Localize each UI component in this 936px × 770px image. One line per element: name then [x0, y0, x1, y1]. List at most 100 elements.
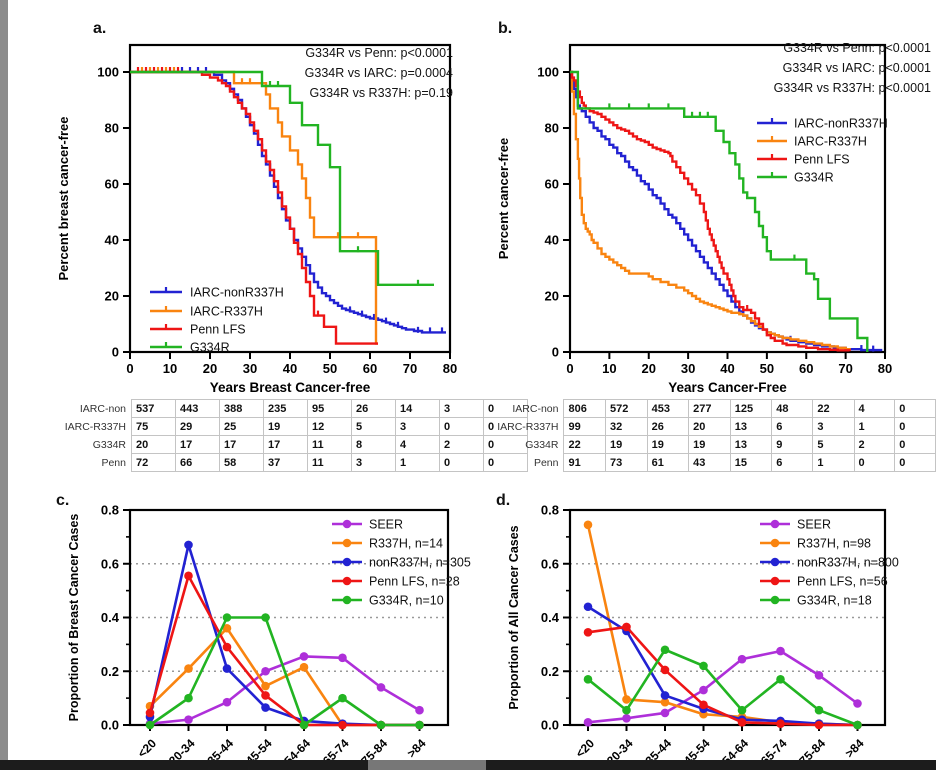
svg-text:Proportion of All Cancer Cases: Proportion of All Cancer Cases	[507, 525, 521, 709]
risk-count-cell: 0	[853, 453, 896, 472]
risk-count-cell: 32	[605, 417, 648, 436]
svg-text:0.8: 0.8	[101, 503, 119, 518]
table-row: IARC-R337H 99 32 26 20 13 6 3 1 0	[452, 417, 936, 436]
risk-count-cell: 806	[563, 399, 607, 418]
svg-text:Years Cancer-Free: Years Cancer-Free	[668, 380, 787, 395]
risk-table-b: IARC-non 806 572 453 277 125 48 22 4 0 IARC-R337H 9…	[452, 399, 936, 472]
svg-text:40: 40	[283, 361, 297, 376]
svg-text:SEER: SEER	[369, 518, 403, 532]
risk-count-cell: 17	[219, 435, 264, 454]
risk-row-label: Penn	[533, 456, 559, 469]
risk-count-cell: 26	[646, 417, 690, 436]
svg-text:0.2: 0.2	[101, 664, 119, 679]
svg-text:0.6: 0.6	[541, 556, 559, 571]
risk-count-cell: 1	[853, 417, 896, 436]
risk-count-cell: 20	[688, 417, 731, 436]
risk-count-cell: 6	[771, 453, 814, 472]
svg-text:Penn LFS, n=56: Penn LFS, n=56	[797, 575, 888, 589]
risk-row-label: IARC-R337H	[64, 420, 126, 433]
svg-text:G334R, n=18: G334R, n=18	[797, 594, 872, 608]
svg-text:G334R vs R337H: p<0.0001: G334R vs R337H: p<0.0001	[774, 81, 931, 95]
risk-row-label: Penn	[101, 456, 126, 469]
risk-row-label: IARC-non	[512, 402, 559, 415]
risk-count-cell: 58	[219, 453, 264, 472]
risk-count-cell: 95	[307, 399, 352, 418]
risk-count-cell: 25	[219, 417, 264, 436]
svg-text:G334R: G334R	[794, 171, 834, 185]
svg-text:80: 80	[105, 121, 119, 136]
svg-text:0: 0	[112, 345, 119, 360]
svg-text:R337H, n=14: R337H, n=14	[369, 537, 443, 551]
table-row: Penn 72 66 58 37 11 3 1 0 0	[16, 453, 528, 472]
risk-count-cell: 6	[771, 417, 814, 436]
svg-text:G334R vs IARC: p=0.0004: G334R vs IARC: p=0.0004	[305, 66, 453, 80]
risk-count-cell: 91	[563, 453, 607, 472]
risk-count-cell: 14	[395, 399, 440, 418]
svg-text:40: 40	[545, 233, 559, 248]
svg-text:0: 0	[566, 361, 573, 376]
risk-table-a-grid: IARC-non 537 443 388 235 95 26 14 3 0 IARC-R337H 75…	[16, 399, 528, 472]
svg-text:G334R vs IARC: p<0.0001: G334R vs IARC: p<0.0001	[783, 61, 931, 75]
svg-text:SEER: SEER	[797, 518, 831, 532]
svg-text:60: 60	[799, 361, 813, 376]
panel-a-label: a.	[93, 20, 107, 37]
risk-table-b-grid: IARC-non 806 572 453 277 125 48 22 4 0 IARC-R337H 9…	[452, 399, 936, 472]
risk-count-cell: 0	[483, 453, 528, 472]
risk-count-cell: 3	[395, 417, 440, 436]
svg-text:Years Breast Cancer-free: Years Breast Cancer-free	[210, 380, 371, 395]
risk-count-cell: 4	[395, 435, 440, 454]
table-row: G334R 20 17 17 17 11 8 4 2 0	[16, 435, 528, 454]
svg-text:60: 60	[105, 177, 119, 192]
svg-text:Percent breast cancer-free: Percent breast cancer-free	[56, 116, 71, 280]
table-row: Penn 91 73 61 43 15 6 1 0 0	[452, 453, 936, 472]
risk-count-cell: 26	[351, 399, 396, 418]
svg-text:50: 50	[760, 361, 774, 376]
risk-count-cell: 66	[175, 453, 220, 472]
risk-count-cell: 29	[175, 417, 220, 436]
risk-row-label: IARC-R337H	[497, 420, 559, 433]
risk-count-cell: 2	[853, 435, 896, 454]
risk-count-cell: 235	[263, 399, 308, 418]
svg-text:G334R vs Penn: p<0.0001: G334R vs Penn: p<0.0001	[783, 41, 931, 55]
svg-text:>84: >84	[842, 736, 867, 761]
svg-text:10: 10	[602, 361, 616, 376]
risk-count-cell: 0	[894, 417, 936, 436]
risk-count-cell: 19	[646, 435, 690, 454]
svg-text:IARC-R337H: IARC-R337H	[190, 305, 263, 319]
panel-d-label: d.	[496, 492, 511, 509]
risk-table-a: IARC-non 537 443 388 235 95 26 14 3 0 IARC-R337H 75…	[16, 399, 528, 472]
svg-text:20: 20	[642, 361, 656, 376]
risk-count-cell: 48	[771, 399, 814, 418]
risk-count-cell: 19	[263, 417, 308, 436]
svg-text:80: 80	[878, 361, 892, 376]
risk-count-cell: 61	[646, 453, 690, 472]
svg-text:30: 30	[243, 361, 257, 376]
risk-count-cell: 277	[688, 399, 731, 418]
svg-text:<20: <20	[573, 736, 598, 761]
risk-count-cell: 22	[563, 435, 607, 454]
table-row: IARC-non 537 443 388 235 95 26 14 3 0	[16, 399, 528, 418]
svg-text:G334R, n=10: G334R, n=10	[369, 594, 444, 608]
risk-count-cell: 13	[729, 417, 773, 436]
risk-count-cell: 8	[351, 435, 396, 454]
svg-text:0.0: 0.0	[541, 718, 559, 733]
svg-text:20: 20	[545, 289, 559, 304]
risk-count-cell: 1	[395, 453, 440, 472]
svg-text:80: 80	[545, 121, 559, 136]
svg-text:0: 0	[552, 345, 559, 360]
risk-count-cell: 1	[812, 453, 855, 472]
risk-count-cell: 17	[263, 435, 308, 454]
table-row: IARC-R337H 75 29 25 19 12 5 3 0 0	[16, 417, 528, 436]
svg-text:Penn LFS: Penn LFS	[190, 323, 246, 337]
risk-count-cell: 75	[131, 417, 176, 436]
risk-count-cell: 43	[688, 453, 731, 472]
risk-count-cell: 4	[853, 399, 896, 418]
svg-text:100: 100	[537, 65, 559, 80]
svg-text:R337H, n=98: R337H, n=98	[797, 537, 871, 551]
risk-count-cell: 19	[688, 435, 731, 454]
risk-count-cell: 0	[894, 453, 936, 472]
svg-text:nonR337H, n=800: nonR337H, n=800	[797, 556, 899, 570]
svg-text:10: 10	[163, 361, 177, 376]
risk-count-cell: 37	[263, 453, 308, 472]
risk-row-label: G334R	[525, 438, 559, 451]
